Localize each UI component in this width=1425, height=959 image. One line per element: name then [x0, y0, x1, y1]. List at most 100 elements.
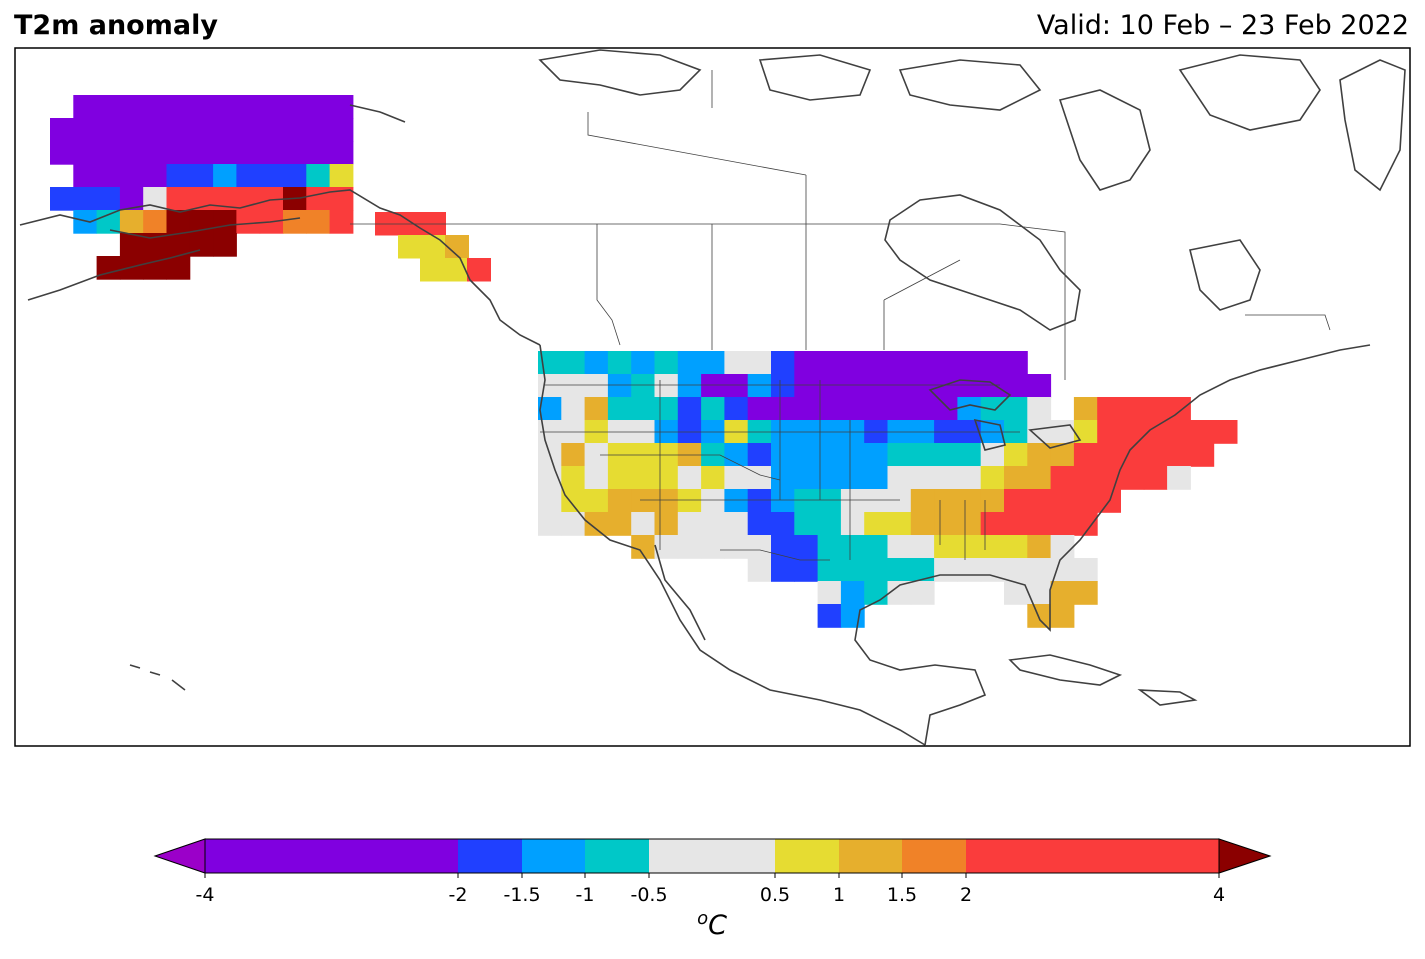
- anomaly-cell: [213, 95, 237, 119]
- anomaly-cell: [980, 512, 1005, 536]
- anomaly-cell: [701, 351, 725, 375]
- colorbar-segment: [902, 839, 966, 873]
- anomaly-cell: [817, 558, 842, 582]
- anomaly-cell: [1073, 489, 1098, 513]
- anomaly-cell: [166, 141, 191, 165]
- anomaly-cell: [794, 558, 819, 582]
- anomaly-cell: [306, 164, 331, 188]
- anomaly-cell: [631, 374, 655, 398]
- colorbar-segment: [649, 839, 775, 873]
- anomaly-cell: [864, 466, 888, 490]
- anomaly-cell: [1027, 535, 1052, 559]
- anomaly-cell: [50, 187, 74, 211]
- anomaly-cell: [794, 397, 819, 421]
- anomaly-cell: [957, 443, 982, 467]
- anomaly-cell: [1027, 604, 1052, 628]
- anomaly-cell: [631, 512, 655, 536]
- anomaly-cell: [654, 374, 679, 398]
- anomaly-cell: [73, 164, 98, 188]
- anomaly-cell: [1167, 443, 1191, 467]
- anomaly-cell: [1190, 443, 1215, 467]
- anomaly-cell: [467, 258, 491, 282]
- tick-label: -1.5: [503, 884, 541, 906]
- anomaly-cell: [259, 118, 284, 142]
- anomaly-cell: [840, 489, 865, 513]
- anomaly-cell: [1027, 420, 1052, 444]
- anomaly-cell: [189, 141, 214, 165]
- colorbar-segment: [966, 839, 1219, 873]
- anomaly-cell: [1004, 489, 1028, 513]
- anomaly-cell: [1120, 420, 1145, 444]
- colorbar-segment: [775, 839, 839, 873]
- anomaly-cell: [607, 374, 632, 398]
- anomaly-cell: [607, 397, 632, 421]
- anomaly-cell: [189, 164, 214, 188]
- anomaly-cell: [794, 489, 819, 513]
- anomaly-cell: [96, 210, 121, 234]
- anomaly-cell: [1143, 397, 1168, 421]
- anomaly-cell: [236, 118, 261, 142]
- anomaly-cell: [561, 351, 586, 375]
- anomaly-cell: [143, 233, 167, 257]
- anomaly-cell: [420, 258, 444, 282]
- anomaly-cell: [561, 443, 586, 467]
- anomaly-cell: [794, 443, 819, 467]
- anomaly-cell: [73, 210, 98, 234]
- tick-label: 1: [832, 884, 846, 906]
- anomaly-cell: [584, 397, 609, 421]
- anomaly-cell: [166, 187, 191, 211]
- anomaly-cell: [631, 466, 655, 490]
- colorbar-segment: [458, 839, 522, 873]
- anomaly-cell: [259, 141, 284, 165]
- anomaly-cell: [143, 118, 167, 142]
- anomaly-cell: [747, 512, 772, 536]
- anomaly-cell: [1143, 443, 1168, 467]
- anomaly-cell: [236, 164, 261, 188]
- anomaly-cell: [887, 397, 912, 421]
- anomaly-cell: [817, 489, 842, 513]
- anomaly-cell: [1120, 443, 1145, 467]
- anomaly-cell: [50, 118, 74, 142]
- anomaly-cell: [817, 351, 842, 375]
- anomaly-cell: [213, 164, 237, 188]
- colorbar-segment: [585, 839, 649, 873]
- anomaly-cell: [817, 397, 842, 421]
- anomaly-grid: [50, 95, 1238, 628]
- anomaly-cell: [794, 466, 819, 490]
- anomaly-cell: [306, 210, 331, 234]
- anomaly-cell: [980, 466, 1005, 490]
- anomaly-cell: [654, 397, 679, 421]
- anomaly-cell: [1167, 420, 1191, 444]
- anomaly-cell: [910, 443, 935, 467]
- colorbar-segment: [205, 839, 458, 873]
- anomaly-cell: [957, 512, 982, 536]
- anomaly-cell: [910, 512, 935, 536]
- anomaly-cell: [213, 210, 237, 234]
- anomaly-cell: [840, 581, 865, 605]
- anomaly-cell: [794, 512, 819, 536]
- anomaly-cell: [1004, 535, 1028, 559]
- anomaly-cell: [840, 374, 865, 398]
- anomaly-cell: [1004, 512, 1028, 536]
- anomaly-cell: [1027, 489, 1052, 513]
- anomaly-cell: [96, 164, 121, 188]
- anomaly-cell: [654, 535, 679, 559]
- anomaly-cell: [421, 235, 446, 259]
- map-frame: [14, 47, 1411, 747]
- colorbar-extend-high: [1218, 838, 1272, 874]
- anomaly-cell: [1027, 397, 1052, 421]
- anomaly-cell: [910, 351, 935, 375]
- anomaly-cell: [283, 118, 307, 142]
- anomaly-cell: [1073, 443, 1098, 467]
- anomaly-cell: [817, 512, 842, 536]
- anomaly-cell: [213, 233, 237, 257]
- anomaly-cell: [910, 374, 935, 398]
- anomaly-cell: [1097, 420, 1121, 444]
- anomaly-cell: [443, 258, 468, 282]
- anomaly-cell: [794, 535, 819, 559]
- anomaly-cell: [1073, 558, 1098, 582]
- anomaly-cell: [1027, 512, 1052, 536]
- anomaly-cell: [817, 374, 842, 398]
- anomaly-cell: [771, 443, 795, 467]
- anomaly-cell: [213, 118, 237, 142]
